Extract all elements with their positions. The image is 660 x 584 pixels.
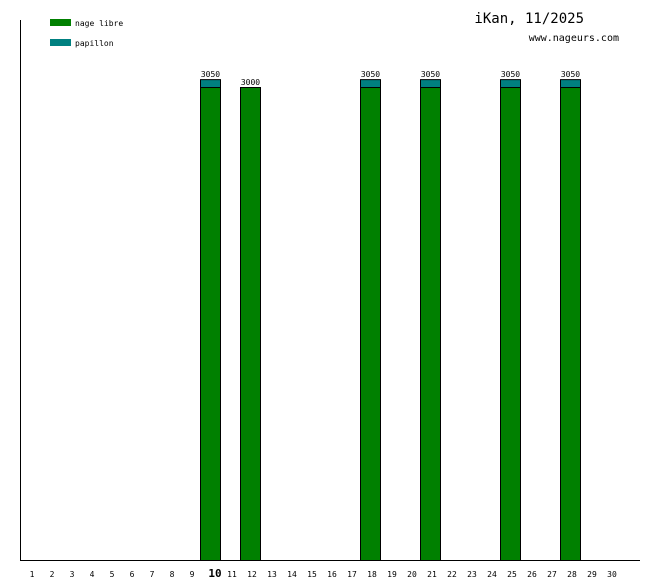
x-tick-label: 27 [547,570,557,579]
bar-papillon-10 [200,79,221,89]
bar-nage-libre-21 [420,87,441,562]
data-label: 3050 [361,70,380,79]
data-label: 3050 [561,70,580,79]
bar-papillon-21 [420,79,441,89]
bar-papillon-18 [360,79,381,89]
x-tick-label: 23 [467,570,477,579]
x-tick-label: 4 [90,570,95,579]
legend-label: papillon [75,39,114,48]
data-label: 3050 [501,70,520,79]
x-tick-label: 16 [327,570,337,579]
x-tick-label: 21 [427,570,437,579]
bar-nage-libre-18 [360,87,381,562]
chart-subtitle: www.nageurs.com [529,33,619,44]
x-tick-label: 28 [567,570,577,579]
x-tick-label: 13 [267,570,277,579]
x-tick-label: 8 [170,570,175,579]
data-label: 3050 [421,70,440,79]
legend-swatch [50,39,71,46]
x-tick-label: 18 [367,570,377,579]
legend: nage libre papillon [50,19,123,48]
x-tick-label: 14 [287,570,297,579]
legend-label: nage libre [75,19,123,28]
data-label: 3050 [201,70,220,79]
x-tick-label: 10 [208,567,221,580]
bar-papillon-28 [560,79,581,89]
bar-nage-libre-10 [200,87,221,562]
x-tick-label: 30 [607,570,617,579]
bar-nage-libre-28 [560,87,581,562]
chart-title: iKan, 11/2025 [474,11,584,27]
x-tick-label: 26 [527,570,537,579]
x-tick-label: 17 [347,570,357,579]
data-label: 3000 [241,78,260,87]
x-tick-label: 3 [70,570,75,579]
x-tick-label: 9 [190,570,195,579]
x-tick-label: 11 [227,570,237,579]
bar-nage-libre-25 [500,87,521,562]
x-tick-label: 12 [247,570,257,579]
x-tick-label: 25 [507,570,517,579]
legend-swatch [50,19,71,26]
x-tick-label: 2 [50,570,55,579]
x-tick-label: 29 [587,570,597,579]
x-tick-label: 22 [447,570,457,579]
x-tick-label: 5 [110,570,115,579]
x-tick-label: 24 [487,570,497,579]
x-tick-label: 7 [150,570,155,579]
x-tick-label: 1 [30,570,35,579]
x-tick-label: 20 [407,570,417,579]
x-tick-label: 19 [387,570,397,579]
bar-nage-libre-12 [240,87,261,562]
x-tick-label: 15 [307,570,317,579]
x-tick-label: 6 [130,570,135,579]
bar-papillon-25 [500,79,521,89]
